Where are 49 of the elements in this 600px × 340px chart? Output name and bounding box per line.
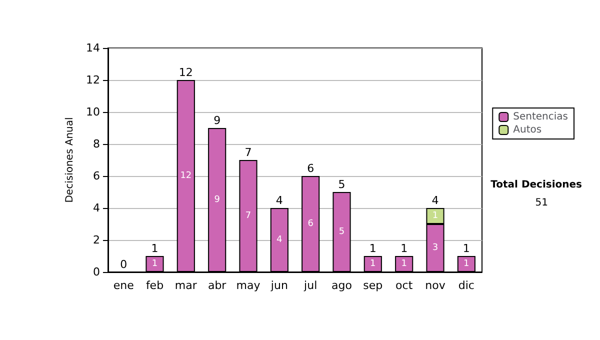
y-axis-title: Decisiones Anual <box>64 117 76 203</box>
data-label: 9 <box>214 195 220 205</box>
data-label: 5 <box>338 227 345 237</box>
x-tick-label: ene <box>113 279 134 292</box>
total-label: 12 <box>178 66 193 79</box>
data-label: 3 <box>432 243 438 253</box>
data-label: 4 <box>276 235 283 245</box>
total-label: 1 <box>151 242 158 255</box>
text: 51 <box>535 198 548 208</box>
x-tick-label: ago <box>332 279 352 292</box>
x-tick-label: dic <box>458 279 474 292</box>
legend-label: Sentencias <box>513 112 568 122</box>
data-label: 1 <box>464 259 470 269</box>
data-label: 12 <box>180 171 192 181</box>
data-label: 1 <box>152 259 158 269</box>
total-label: 1 <box>462 242 470 255</box>
total-label: 5 <box>338 178 346 191</box>
x-tick-label: feb <box>146 279 164 292</box>
x-tick-label: jun <box>270 279 288 292</box>
x-tick-label: sep <box>363 279 383 292</box>
y-tick-label: 14 <box>86 42 100 54</box>
x-tick-label: may <box>236 279 261 292</box>
total-label: 4 <box>432 194 439 207</box>
x-tick-label: mar <box>174 279 198 292</box>
total-label: 0 <box>120 258 128 271</box>
legend-label: Autos <box>513 124 542 136</box>
data-label: 6 <box>308 219 314 229</box>
y-tick-label: 4 <box>93 202 100 214</box>
y-tick-label: 12 <box>86 74 100 86</box>
total-label: 9 <box>214 114 221 127</box>
total-label: 7 <box>244 146 252 159</box>
data-label: 1 <box>432 211 438 221</box>
y-tick-label: 2 <box>93 234 100 246</box>
y-tick-label: 8 <box>93 138 100 150</box>
data-label: 1 <box>401 259 407 269</box>
total-label: 1 <box>400 242 408 255</box>
data-label: 7 <box>245 211 252 221</box>
x-tick-label: abr <box>208 279 227 292</box>
x-tick-label: oct <box>396 279 414 292</box>
y-tick-label: 6 <box>93 170 100 182</box>
y-tick-label: 0 <box>93 266 100 278</box>
total-label: 4 <box>276 194 283 207</box>
y-tick-label: 10 <box>86 106 100 118</box>
total-label: 6 <box>307 162 314 175</box>
x-tick-label: nov <box>425 279 446 292</box>
total-label: 1 <box>369 242 376 255</box>
x-tick-label: jul <box>303 279 318 292</box>
text: Total Decisiones <box>490 180 582 190</box>
data-label: 1 <box>370 259 376 269</box>
